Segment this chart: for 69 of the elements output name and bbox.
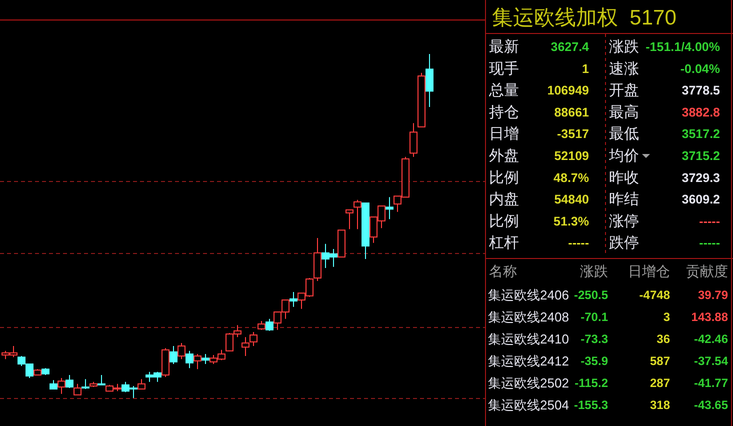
text: 集运欧线2410 xyxy=(488,332,569,346)
text: -43.65 xyxy=(694,398,728,412)
text: 587 xyxy=(650,354,670,368)
text: 287 xyxy=(650,376,670,390)
text: 最新 xyxy=(489,38,519,56)
text: 54840 xyxy=(554,192,590,207)
text: 持仓 xyxy=(489,104,519,121)
text: 3882.8 xyxy=(682,105,720,120)
text: 318 xyxy=(650,398,670,412)
text: 比例 xyxy=(489,212,519,230)
text: 36 xyxy=(656,332,670,346)
text: 昨收 xyxy=(609,169,639,186)
text: 涨跌 xyxy=(580,263,608,279)
text: 日增 xyxy=(489,126,519,143)
text: 名称 xyxy=(489,263,517,279)
text: 3 xyxy=(663,310,670,324)
text: 昨结 xyxy=(609,191,639,208)
text: 集运欧线2502 xyxy=(488,376,569,390)
text: 现手 xyxy=(489,60,519,78)
text: 均价 xyxy=(608,148,639,164)
text: -3517 xyxy=(557,127,590,142)
text: ----- xyxy=(699,214,720,228)
text: 集运欧线2412 xyxy=(488,354,569,368)
text: 内盘 xyxy=(489,191,519,208)
text: 48.7% xyxy=(554,170,589,185)
text: -250.5 xyxy=(574,288,608,302)
text: 最高 xyxy=(609,104,639,121)
text: 51.3% xyxy=(554,214,589,228)
text: 3609.2 xyxy=(682,192,720,207)
text: 外盘 xyxy=(489,148,519,164)
text: -41.77 xyxy=(694,376,728,390)
text: 集运欧线2406 xyxy=(488,288,569,302)
text: 比例 xyxy=(489,169,519,186)
text: 106949 xyxy=(547,84,590,98)
text: -155.3 xyxy=(574,398,608,412)
text: 143.88 xyxy=(691,310,728,324)
text: 涨停 xyxy=(609,212,639,230)
text: 日增仓 xyxy=(628,263,670,279)
text: 39.79 xyxy=(698,288,728,302)
text: 杠杆 xyxy=(488,234,519,252)
text: 集运欧线2504 xyxy=(488,398,569,412)
text: 集运欧线加权 5170 xyxy=(492,6,676,30)
text: 跌停 xyxy=(609,234,639,252)
text: 3729.3 xyxy=(682,170,720,185)
text: 速涨 xyxy=(609,60,639,78)
text: -70.1 xyxy=(580,310,608,324)
text: 52109 xyxy=(554,149,590,163)
text: 贡献度 xyxy=(686,263,728,279)
text: 3627.4 xyxy=(550,40,590,54)
text: 涨跌 xyxy=(609,38,639,56)
text: 1 xyxy=(582,62,590,76)
text: -0.04% xyxy=(680,62,720,76)
text: 3715.2 xyxy=(682,149,720,163)
text: -151.1/4.00% xyxy=(646,40,720,54)
text: 3778.5 xyxy=(682,84,720,98)
text: -115.2 xyxy=(574,376,608,390)
text: -37.54 xyxy=(694,354,728,368)
text: 集运欧线2408 xyxy=(488,310,569,324)
text: 最低 xyxy=(609,126,639,143)
text: 开盘 xyxy=(609,82,639,100)
text: -73.3 xyxy=(580,332,608,346)
text: 总量 xyxy=(488,82,519,100)
text: -35.9 xyxy=(580,354,608,368)
text: -4748 xyxy=(639,288,670,302)
text: ----- xyxy=(568,236,589,250)
text: 88661 xyxy=(554,105,590,120)
text: 3517.2 xyxy=(682,127,720,142)
text: ----- xyxy=(699,236,720,250)
text: -42.46 xyxy=(694,332,728,346)
